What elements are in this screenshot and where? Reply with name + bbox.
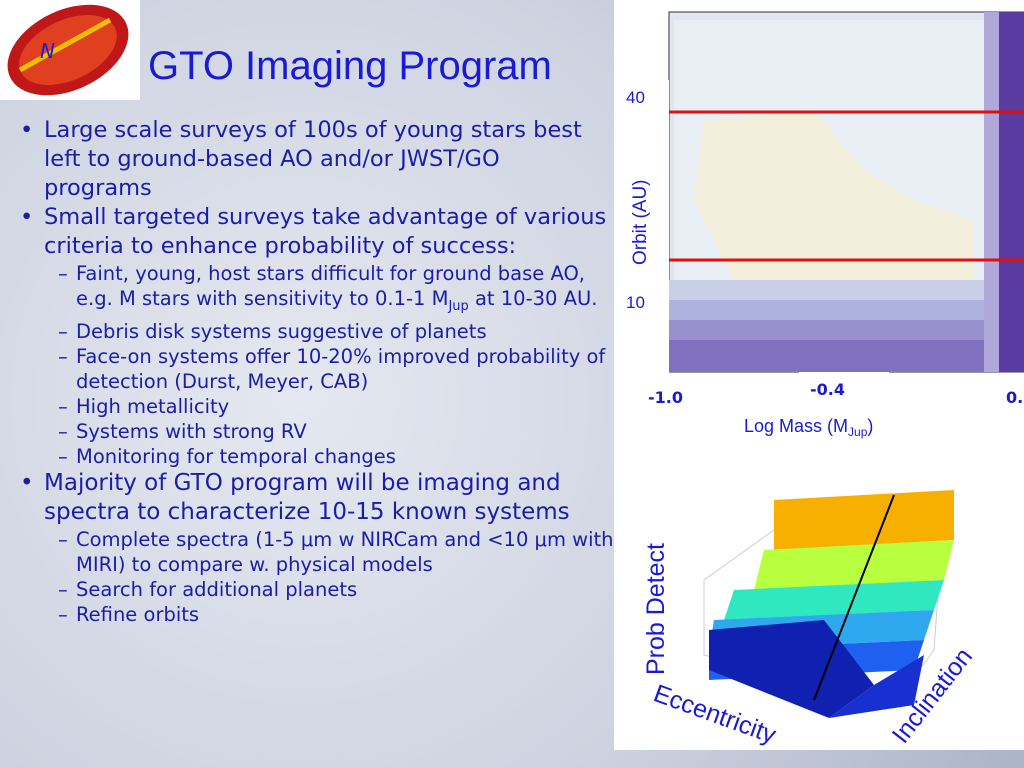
bullet: Large scale surveys of 100s of young sta… <box>14 116 614 203</box>
slide-title: GTO Imaging Program <box>148 44 552 88</box>
subscript: Jup <box>448 298 469 314</box>
z-axis-label: Prob Detect <box>642 543 670 675</box>
logo: N <box>0 0 140 100</box>
x-axis-label: Log Mass (MJup) <box>744 416 873 439</box>
subscript: Jup <box>848 425 868 439</box>
bullet: Majority of GTO program will be imaging … <box>14 469 614 527</box>
bullet-list: Large scale surveys of 100s of young sta… <box>14 116 614 627</box>
sub-bullet: High metallicity <box>14 394 614 419</box>
y-axis-label: Orbit (AU) <box>630 180 651 266</box>
sub-bullet: Face-on systems offer 10-20% improved pr… <box>14 344 614 394</box>
x-tick-label: 0. <box>1006 388 1023 407</box>
contour-plot: 40 10 Orbit (AU) -1.0 -0.4 0. Log Mass (… <box>614 0 1024 440</box>
sub-bullet: Monitoring for temporal changes <box>14 444 614 469</box>
y-tick-label: 40 <box>626 88 645 107</box>
bullet: Small targeted surveys take advantage of… <box>14 203 614 261</box>
text: ) <box>867 416 873 436</box>
x-tick-label: -0.4 <box>810 380 845 399</box>
sub-bullet: Debris disk systems suggestive of planet… <box>14 319 614 344</box>
x-tick-label: -1.0 <box>648 388 683 407</box>
svg-text:N: N <box>40 39 55 63</box>
surface-plot: Prob Detect Eccentricity Inclination <box>614 440 1024 750</box>
text: Faint, young, host stars difficult for g… <box>76 262 585 310</box>
text: Log Mass (M <box>744 416 848 436</box>
sub-bullet: Complete spectra (1-5 μm w NIRCam and <1… <box>14 527 614 577</box>
sub-bullet: Refine orbits <box>14 602 614 627</box>
text: at 10-30 AU. <box>468 287 598 310</box>
sub-bullet: Systems with strong RV <box>14 419 614 444</box>
y-tick-label: 10 <box>626 293 645 312</box>
sub-bullet: Search for additional planets <box>14 577 614 602</box>
sub-bullet: Faint, young, host stars difficult for g… <box>14 261 614 319</box>
